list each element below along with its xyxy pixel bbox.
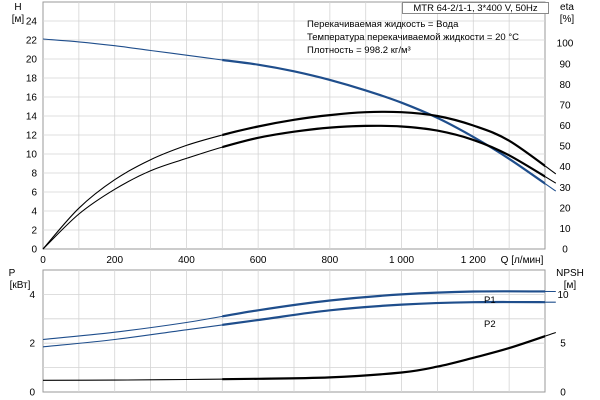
top-right-tick-label: 90 bbox=[559, 59, 571, 70]
top-right-tick-label: 40 bbox=[559, 162, 571, 173]
bottom-left-axis-label-line2: [кВт] bbox=[10, 280, 31, 291]
density-annotation: Плотность = 998.2 кг/м³ bbox=[307, 45, 411, 56]
x-tick-label: 200 bbox=[106, 255, 123, 266]
top-left-axis-label-line1: H bbox=[14, 2, 21, 13]
x-tick-label: 800 bbox=[322, 255, 339, 266]
series-h-curve bbox=[42, 38, 557, 192]
x-tick-label: 400 bbox=[178, 255, 195, 266]
x-tick-label: 600 bbox=[250, 255, 267, 266]
top-left-tick-label: 14 bbox=[26, 112, 38, 123]
bottom-left-axis-label-line1: P bbox=[9, 268, 16, 279]
top-left-tick-label: 0 bbox=[31, 245, 37, 256]
series-p2-duty-range bbox=[222, 300, 546, 327]
top-right-tick-label: 30 bbox=[559, 183, 571, 194]
x-tick-label: 0 bbox=[40, 255, 46, 266]
top-right-tick-label: 100 bbox=[557, 39, 574, 50]
fluid-annotation: Перекачиваемая жидкость = Вода bbox=[307, 19, 459, 30]
series-label-p2: P2 bbox=[484, 319, 496, 330]
series-p2-curve bbox=[42, 301, 556, 348]
axis-ticks: 0246810121416182022240102030405060708090… bbox=[26, 17, 574, 399]
bottom-right-tick-label: 0 bbox=[560, 388, 566, 399]
bottom-right-axis-label-line1: NPSH bbox=[556, 268, 584, 279]
top-right-tick-label: 50 bbox=[559, 142, 571, 153]
x-tick-label: 1 000 bbox=[389, 255, 414, 266]
bottom-left-tick-label: 0 bbox=[29, 388, 35, 399]
bottom-left-tick-label: 4 bbox=[29, 290, 35, 301]
top-left-tick-label: 4 bbox=[31, 207, 37, 218]
top-right-axis-label-line1: eta bbox=[560, 2, 574, 13]
top-right-tick-label: 0 bbox=[562, 245, 568, 256]
series-h-duty-range bbox=[222, 58, 546, 185]
top-right-tick-label: 80 bbox=[559, 80, 571, 91]
series-label-p1: P1 bbox=[484, 295, 496, 306]
bottom-chart-series bbox=[42, 290, 556, 381]
series-h-line-duty-range bbox=[222, 110, 546, 168]
series-npsh-duty-range bbox=[222, 335, 546, 381]
series-p1-curve bbox=[42, 290, 556, 341]
top-chart-series bbox=[42, 38, 557, 250]
pump-model-title: MTR 64-2/1-1, 3*400 V, 50Hz bbox=[402, 2, 549, 14]
top-left-axis-label-line2: [м] bbox=[12, 14, 25, 25]
bottom-chart-grid bbox=[42, 269, 546, 393]
top-left-tick-label: 8 bbox=[31, 169, 37, 180]
series-h-line-curve bbox=[42, 111, 557, 250]
top-left-tick-label: 22 bbox=[26, 36, 38, 47]
top-right-tick-label: 60 bbox=[559, 121, 571, 132]
temperature-annotation: Температура перекачиваемой жидкости = 20… bbox=[307, 32, 519, 43]
top-right-tick-label: 20 bbox=[559, 203, 571, 214]
series-eta-curve bbox=[42, 125, 557, 250]
bottom-right-tick-label: 10 bbox=[557, 290, 569, 301]
bottom-right-axis-label-line2: [м] bbox=[564, 280, 577, 291]
x-axis-label: Q [л/мин] bbox=[501, 255, 544, 266]
top-left-tick-label: 6 bbox=[31, 188, 37, 199]
bottom-left-tick-label: 2 bbox=[29, 339, 35, 350]
top-left-tick-label: 18 bbox=[26, 74, 38, 85]
series-p1-duty-range bbox=[222, 290, 546, 318]
bottom-right-tick-label: 5 bbox=[560, 339, 566, 350]
top-left-tick-label: 10 bbox=[26, 150, 38, 161]
top-right-axis-label-line2: [%] bbox=[560, 14, 575, 25]
top-left-tick-label: 2 bbox=[31, 226, 37, 237]
top-chart-grid bbox=[42, 1, 546, 250]
top-right-tick-label: 10 bbox=[559, 224, 571, 235]
x-tick-label: 1 200 bbox=[461, 255, 486, 266]
top-left-tick-label: 20 bbox=[26, 55, 38, 66]
top-left-tick-label: 12 bbox=[26, 131, 38, 142]
top-left-tick-label: 16 bbox=[26, 93, 38, 104]
top-right-tick-label: 70 bbox=[559, 100, 571, 111]
top-left-tick-label: 24 bbox=[26, 17, 38, 28]
series-eta-duty-range bbox=[222, 124, 546, 178]
